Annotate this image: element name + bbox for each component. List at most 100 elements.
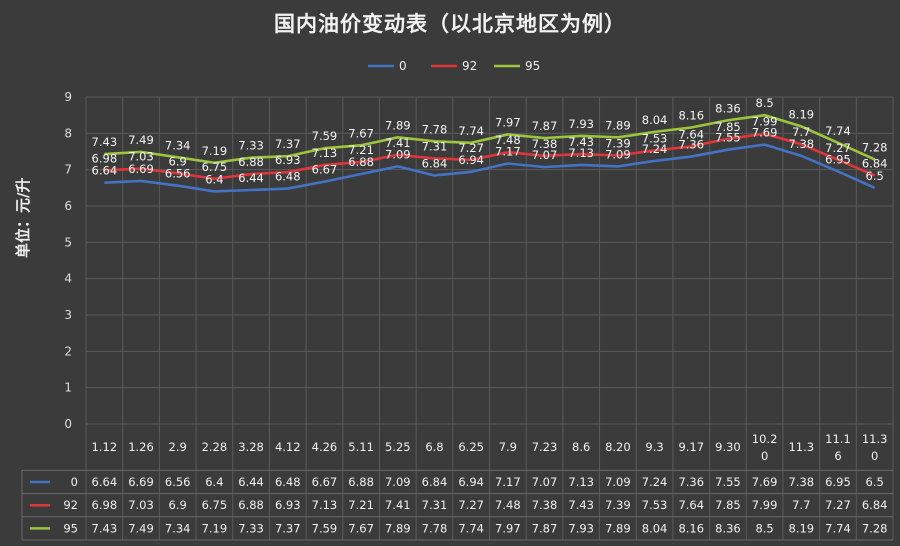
table-cell-0: 6.94 <box>458 475 484 489</box>
y-tick-label: 5 <box>64 235 72 249</box>
data-label-95: 8.5 <box>755 96 773 110</box>
table-cell-92: 7.27 <box>825 498 851 512</box>
data-label-92: 6.84 <box>862 156 888 170</box>
table-cell-0: 6.48 <box>275 475 301 489</box>
data-label-95: 7.74 <box>825 124 851 138</box>
category-label: 2.28 <box>202 440 228 454</box>
category-label: 9.17 <box>678 440 704 454</box>
table-cell-95: 7.59 <box>312 521 338 535</box>
category-label: 7.23 <box>532 440 558 454</box>
data-label-92: 7.41 <box>385 136 411 150</box>
table-cell-0: 7.55 <box>715 475 741 489</box>
table-cell-92: 7.7 <box>792 498 810 512</box>
table-cell-0: 7.07 <box>532 475 558 489</box>
table-cell-0: 6.4 <box>205 475 223 489</box>
category-label: 11.3 <box>788 440 814 454</box>
table-cell-0: 7.24 <box>642 475 668 489</box>
table-cell-0: 7.38 <box>788 475 814 489</box>
table-cell-92: 7.48 <box>495 498 521 512</box>
y-tick-label: 1 <box>64 381 72 395</box>
data-label-92: 7.99 <box>752 115 778 129</box>
category-label: 1.26 <box>128 440 154 454</box>
table-cell-95: 7.97 <box>495 521 521 535</box>
data-label-95: 7.87 <box>532 119 558 133</box>
data-label-0: 6.44 <box>238 171 264 185</box>
data-label-0: 7.07 <box>532 148 558 162</box>
y-tick-label: 0 <box>64 417 72 431</box>
table-cell-95: 8.16 <box>678 521 704 535</box>
data-label-0: 6.84 <box>422 156 448 170</box>
table-cell-92: 7.03 <box>128 498 154 512</box>
table-cell-92: 7.85 <box>715 498 741 512</box>
category-label: 8.20 <box>605 440 631 454</box>
data-label-92: 6.98 <box>92 151 118 165</box>
data-label-92: 7.13 <box>312 146 338 160</box>
category-label: 3.28 <box>238 440 264 454</box>
y-tick-label: 3 <box>64 308 72 322</box>
y-tick-label: 9 <box>64 90 72 104</box>
table-cell-95: 7.93 <box>568 521 594 535</box>
category-label: 9.3 <box>645 440 663 454</box>
data-label-92: 7.38 <box>532 137 558 151</box>
category-label: 0 <box>761 449 768 463</box>
data-label-95: 8.19 <box>788 107 814 121</box>
category-label: 6.8 <box>425 440 443 454</box>
data-label-0: 6.48 <box>275 170 301 184</box>
data-label-92: 7.43 <box>568 135 594 149</box>
data-label-92: 7.03 <box>128 150 154 164</box>
y-tick-label: 8 <box>64 126 72 140</box>
data-label-0: 7.36 <box>678 138 704 152</box>
table-cell-0: 7.17 <box>495 475 521 489</box>
data-label-92: 7.7 <box>792 125 810 139</box>
table-cell-0: 6.84 <box>422 475 448 489</box>
data-label-92: 7.85 <box>715 120 741 134</box>
table-cell-92: 6.98 <box>92 498 118 512</box>
data-label-95: 7.19 <box>202 144 228 158</box>
data-label-92: 6.75 <box>202 160 228 174</box>
series-line-0 <box>104 143 876 193</box>
table-cell-95: 7.43 <box>92 521 118 535</box>
data-label-95: 7.67 <box>348 126 374 140</box>
table-cell-95: 8.36 <box>715 521 741 535</box>
data-label-0: 7.55 <box>715 131 741 145</box>
data-label-0: 6.56 <box>165 167 191 181</box>
category-label: 11.1 <box>825 432 851 446</box>
table-series-name: 0 <box>71 475 78 489</box>
table-cell-92: 6.84 <box>862 498 888 512</box>
table-cell-92: 7.99 <box>752 498 778 512</box>
data-label-95: 7.59 <box>312 129 338 143</box>
category-label: 4.26 <box>312 440 338 454</box>
legend-label: 0 <box>399 59 407 73</box>
table-series-name: 92 <box>63 498 78 512</box>
data-label-0: 6.95 <box>825 152 851 166</box>
table-cell-95: 7.28 <box>862 521 888 535</box>
chart-title: 国内油价变动表（以北京地区为例） <box>274 12 626 36</box>
table-cell-0: 7.09 <box>605 475 631 489</box>
table-cell-95: 7.19 <box>202 521 228 535</box>
data-label-95: 7.89 <box>605 118 631 132</box>
legend-label: 92 <box>462 59 477 73</box>
data-label-0: 7.13 <box>568 146 594 160</box>
table-cell-95: 8.04 <box>642 521 668 535</box>
table-cell-0: 6.67 <box>312 475 338 489</box>
table-cell-92: 7.31 <box>422 498 448 512</box>
table-cell-92: 6.93 <box>275 498 301 512</box>
category-label: 11.3 <box>862 432 888 446</box>
table-cell-95: 7.33 <box>238 521 264 535</box>
table-cell-95: 7.67 <box>348 521 374 535</box>
data-label-0: 7.69 <box>752 126 778 140</box>
table-cell-92: 6.75 <box>202 498 228 512</box>
category-label: 4.12 <box>275 440 301 454</box>
table-cell-92: 6.9 <box>169 498 187 512</box>
data-label-92: 7.21 <box>348 143 374 157</box>
y-tick-label: 6 <box>64 199 72 213</box>
data-label-0: 6.94 <box>458 153 484 167</box>
table-cell-0: 6.44 <box>238 475 264 489</box>
category-label: 6 <box>834 449 841 463</box>
table-cell-92: 7.38 <box>532 498 558 512</box>
data-label-95: 7.97 <box>495 115 521 129</box>
data-label-0: 6.88 <box>348 155 374 169</box>
table-cell-95: 7.37 <box>275 521 301 535</box>
data-label-95: 7.74 <box>458 124 484 138</box>
